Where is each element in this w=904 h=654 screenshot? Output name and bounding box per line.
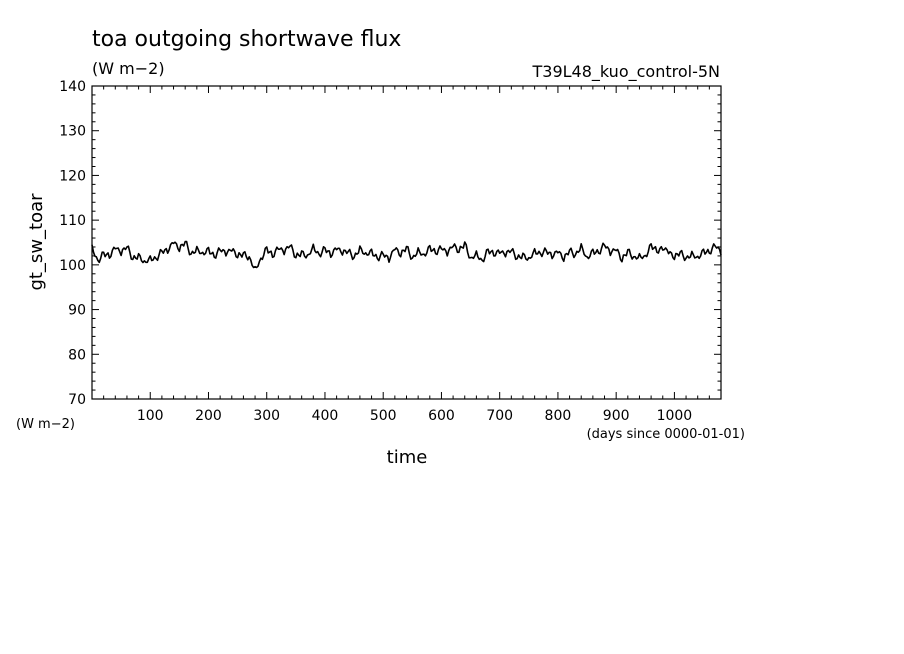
chart-units: (W m−2) bbox=[92, 59, 165, 78]
y-tick-labels: 70 80 90 100 110 120 130 140 bbox=[59, 79, 86, 408]
x-tick-label: 900 bbox=[603, 408, 630, 424]
x-tick-label: 500 bbox=[370, 408, 397, 424]
axis-ticks bbox=[92, 85, 721, 400]
x-tick-label: 600 bbox=[428, 408, 455, 424]
chart-title: toa outgoing shortwave flux bbox=[92, 27, 401, 52]
x-tick-label: 100 bbox=[137, 408, 164, 424]
run-label: T39L48_kuo_control-5N bbox=[532, 62, 721, 82]
y-tick-label: 130 bbox=[59, 124, 86, 140]
x-axis-label: time bbox=[387, 447, 428, 468]
y-tick-label: 80 bbox=[68, 347, 86, 363]
x-tick-label: 400 bbox=[312, 408, 339, 424]
y-tick-label: 70 bbox=[68, 392, 86, 408]
y-axis-label: gt_sw_toar bbox=[26, 193, 47, 291]
y-tick-label: 90 bbox=[68, 303, 86, 319]
series-line bbox=[91, 240, 722, 269]
x-tick-label: 700 bbox=[486, 408, 513, 424]
x-tick-label: 200 bbox=[195, 408, 222, 424]
y-tick-label: 120 bbox=[59, 168, 86, 184]
x-tick-label: 300 bbox=[253, 408, 280, 424]
x-axis-units: (days since 0000-01-01) bbox=[587, 427, 745, 442]
y-tick-label: 110 bbox=[59, 213, 86, 229]
y-axis-units: (W m−2) bbox=[16, 417, 75, 432]
x-tick-label: 1000 bbox=[657, 408, 693, 424]
y-tick-label: 100 bbox=[59, 258, 86, 274]
x-tick-label: 800 bbox=[545, 408, 572, 424]
x-tick-labels: 100 200 300 400 500 600 700 800 900 1000 bbox=[137, 408, 692, 424]
y-tick-label: 140 bbox=[59, 79, 86, 95]
